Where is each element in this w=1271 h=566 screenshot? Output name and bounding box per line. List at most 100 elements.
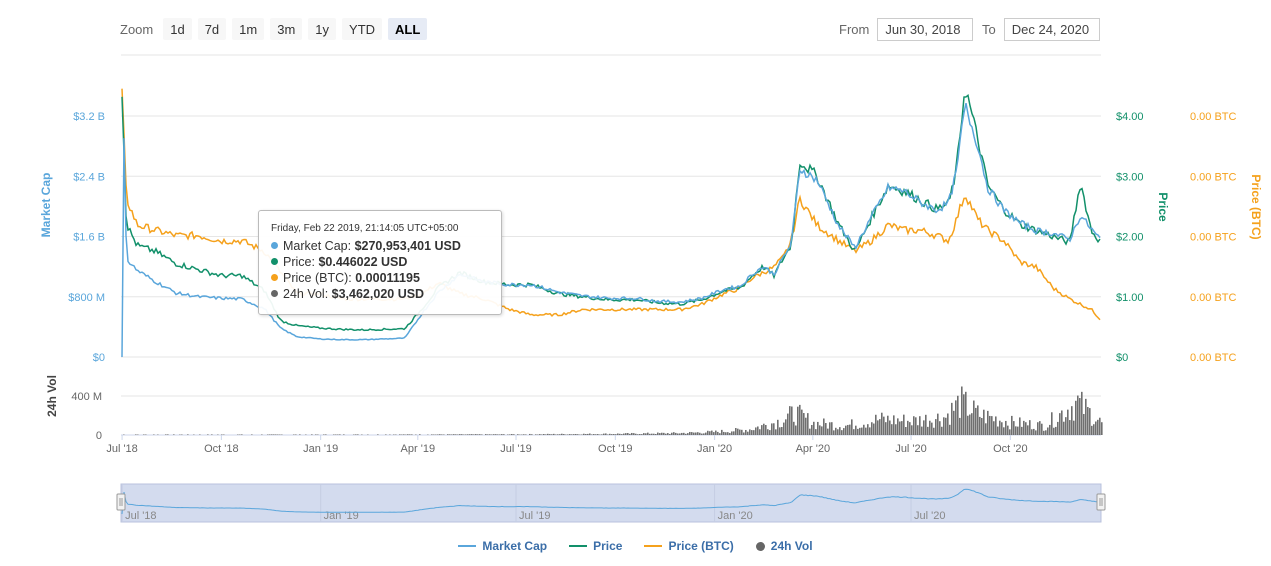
legend-item-price[interactable]: Price: [569, 539, 622, 553]
volume-bar: [913, 416, 915, 435]
volume-bar: [871, 422, 873, 435]
volume-bar: [473, 434, 475, 435]
volume-bar: [821, 426, 823, 435]
legend-dot-icon: [755, 541, 765, 551]
volume-bar: [1095, 421, 1097, 435]
volume-bar: [499, 434, 501, 435]
x-tick-label: Jul '18: [106, 443, 137, 455]
volume-bar: [961, 386, 963, 435]
volume-bar: [557, 434, 559, 435]
volume-bar: [271, 434, 273, 435]
volume-bar: [455, 434, 457, 435]
volume-bar: [1021, 426, 1023, 435]
tooltip: Friday, Feb 22 2019, 21:14:05 UTC+05:00 …: [258, 210, 502, 315]
volume-bar: [901, 421, 903, 435]
volume-bar: [1015, 426, 1017, 435]
volume-bar: [559, 434, 561, 435]
legend-line-icon: [458, 545, 477, 547]
volume-bar: [631, 432, 633, 435]
volume-bar: [613, 434, 615, 435]
volume-bar: [1051, 412, 1053, 435]
volume-bar: [781, 427, 783, 435]
volume-bar: [771, 423, 773, 435]
volume-bar: [1073, 420, 1075, 435]
volume-bar: [889, 420, 891, 435]
x-tick-label: Oct '20: [993, 443, 1028, 455]
volume-bar: [567, 434, 569, 435]
zoom-1d-button[interactable]: 1d: [163, 18, 192, 40]
volume-bar: [853, 429, 855, 435]
volume-bar: [211, 434, 213, 435]
volume-bar: [819, 425, 821, 435]
volume-bar: [551, 434, 553, 435]
volume-bar: [573, 434, 575, 435]
volume-bar: [569, 434, 571, 435]
volume-bar: [997, 426, 999, 435]
volume-bar: [1053, 427, 1055, 435]
volume-bar: [1085, 398, 1087, 435]
tooltip-value: $3,462,020 USD: [331, 287, 425, 301]
volume-bar: [775, 429, 777, 435]
volume-bar: [1079, 398, 1081, 435]
volume-bar: [647, 432, 649, 435]
volume-bars: [123, 386, 1103, 435]
volume-bar: [935, 419, 937, 435]
volume-bar: [841, 430, 843, 435]
volume-bar: [989, 415, 991, 435]
volume-bar: [503, 434, 505, 435]
volume-tick-label: 400 M: [71, 391, 102, 403]
volume-bar: [615, 434, 617, 435]
zoom-all-button[interactable]: ALL: [388, 18, 428, 40]
legend-item-market-cap[interactable]: Market Cap: [458, 539, 547, 553]
from-date-input[interactable]: Jun 30, 2018: [877, 18, 974, 41]
zoom-1m-button[interactable]: 1m: [232, 18, 265, 40]
volume-bar: [943, 417, 945, 435]
price-btc-tick-label: 0.00 BTC: [1190, 232, 1237, 244]
volume-axis-title: 24h Vol: [45, 375, 59, 417]
volume-bar: [909, 422, 911, 435]
zoom-3m-button[interactable]: 3m: [270, 18, 303, 40]
volume-bar: [789, 406, 791, 435]
volume-bar: [855, 425, 857, 435]
volume-bar: [507, 434, 509, 435]
to-date-input[interactable]: Dec 24, 2020: [1003, 18, 1100, 41]
volume-bar: [531, 434, 533, 435]
volume-bar: [787, 413, 789, 435]
volume-bar: [477, 434, 479, 435]
zoom-ytd-button[interactable]: YTD: [342, 18, 383, 40]
volume-bar: [1013, 421, 1015, 435]
volume-bar: [481, 434, 483, 435]
volume-bar: [703, 433, 705, 435]
volume-bar: [1029, 420, 1031, 435]
volume-bar: [135, 434, 137, 435]
navigator[interactable]: Jul '18 Jan '19 Jul '19 Jan '20 Jul '20: [116, 483, 1106, 523]
volume-bar: [691, 432, 693, 435]
volume-bar: [825, 423, 827, 435]
price-tick-label: $0: [1116, 352, 1128, 364]
volume-bar: [925, 414, 927, 435]
volume-bar: [207, 434, 209, 435]
zoom-1y-button[interactable]: 1y: [308, 18, 337, 40]
market-cap-tick-label: $3.2 B: [73, 111, 105, 123]
volume-bar: [1069, 420, 1071, 435]
navigator-tick-label: Jan '20: [718, 510, 753, 522]
volume-bar: [931, 422, 933, 435]
volume-bar: [523, 434, 525, 435]
volume-bar: [633, 433, 635, 435]
volume-bar: [757, 426, 759, 435]
volume-bar: [639, 434, 641, 435]
volume-bar: [1099, 417, 1101, 435]
volume-bar: [555, 434, 557, 435]
legend-item-price-btc[interactable]: Price (BTC): [644, 539, 734, 553]
volume-bar: [657, 432, 659, 435]
volume-bar: [339, 434, 341, 435]
volume-bar: [729, 432, 731, 435]
legend-item-volume[interactable]: 24h Vol: [755, 539, 813, 553]
market-cap-tick-label: $800 M: [68, 292, 105, 304]
volume-bar: [861, 427, 863, 435]
volume-bar: [629, 433, 631, 435]
zoom-7d-button[interactable]: 7d: [197, 18, 227, 40]
price-dot-icon: [271, 258, 278, 266]
volume-bar: [867, 424, 869, 435]
volume-bar: [577, 434, 579, 435]
